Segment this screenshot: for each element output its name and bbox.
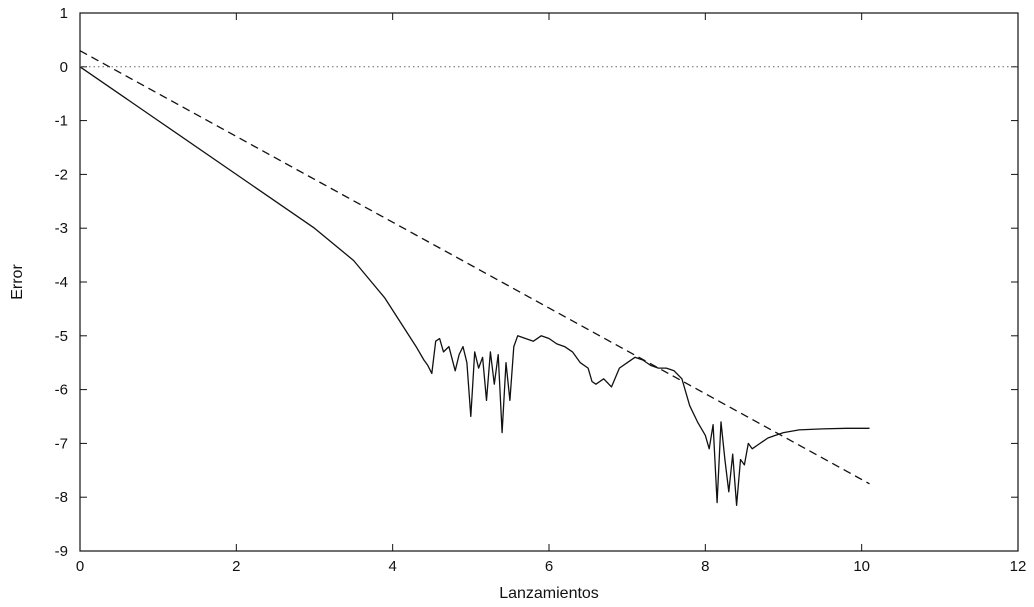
y-tick-label: -6 xyxy=(55,382,68,399)
y-tick-label: -4 xyxy=(55,274,68,291)
y-tick-label: -9 xyxy=(55,543,68,560)
y-tick-label: -2 xyxy=(55,166,68,183)
plot-frame xyxy=(79,12,1019,552)
y-tick-label: 1 xyxy=(60,5,68,22)
series-line-dashed xyxy=(79,50,870,485)
series-layer xyxy=(79,50,1018,506)
x-axis-title: Lanzamientos xyxy=(499,585,599,602)
y-tick-label: -8 xyxy=(55,489,68,506)
y-tick-label: -5 xyxy=(55,328,68,345)
y-axis-title: Error xyxy=(9,264,26,300)
x-tick-label: 4 xyxy=(388,558,396,575)
x-tick-label: 2 xyxy=(232,558,240,575)
x-tick-label: 0 xyxy=(76,558,84,575)
plot-area xyxy=(79,12,1019,552)
y-tick-label: 0 xyxy=(60,59,68,76)
y-tick-label: -1 xyxy=(55,113,68,130)
x-tick-label: 8 xyxy=(701,558,709,575)
x-tick-label: 12 xyxy=(1010,558,1027,575)
axis-ticks: 0 2 4 6 8 10 12 -9 -8 -7 -6 -5 -4 -3 -2 -1 0 1 xyxy=(55,5,1027,575)
y-tick-label: -7 xyxy=(55,435,68,452)
y-tick-label: -3 xyxy=(55,220,68,237)
x-tick-label: 10 xyxy=(853,558,870,575)
x-tick-label: 6 xyxy=(545,558,553,575)
series-line-solid xyxy=(79,66,870,506)
